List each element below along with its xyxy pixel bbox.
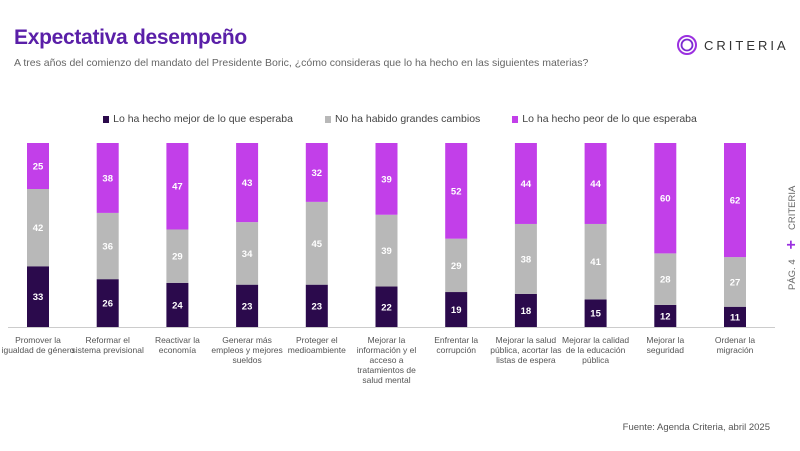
data-label: 32 (312, 168, 323, 179)
bar-segment (236, 284, 259, 327)
x-tick-label: Reformar el sistema previsional (71, 335, 144, 355)
plus-icon: + (783, 240, 800, 250)
bar-segment (166, 143, 189, 230)
bar-segment (236, 222, 259, 285)
data-label: 39 (381, 246, 392, 257)
x-tick-label: Mejorar la seguridad (646, 335, 685, 355)
data-label: 44 (521, 179, 532, 190)
data-label: 38 (102, 173, 113, 184)
data-label: 23 (242, 301, 253, 312)
data-label: 38 (521, 254, 532, 265)
data-label: 60 (660, 194, 671, 205)
legend-swatch (324, 115, 331, 123)
bar-segment (584, 299, 607, 327)
x-tick-label: Mejorar la información y el acceso a tra… (356, 335, 417, 385)
data-label: 39 (381, 174, 392, 185)
data-label: 29 (451, 261, 462, 272)
bar-segment (654, 304, 677, 327)
data-label: 23 (312, 301, 323, 312)
legend-item: No ha habido grandes cambios (324, 113, 481, 125)
data-label: 27 (730, 277, 741, 288)
data-label: 26 (102, 299, 113, 310)
bar-segment (96, 279, 119, 327)
bar-segment (514, 223, 537, 294)
bar-segment (514, 293, 537, 327)
side-brand: CRITERIA (786, 185, 798, 231)
bar-segment (724, 257, 746, 307)
data-label: 28 (660, 275, 671, 286)
bar-segment (375, 143, 398, 215)
x-tick-label: Generar más empleos y mejores sueldos (211, 335, 283, 365)
legend-swatch (512, 115, 519, 123)
bar-segment (724, 143, 746, 258)
x-tick-label: Reactivar la economía (154, 335, 200, 355)
x-tick-label: Ordenar la migración (714, 335, 756, 355)
bar-segment (96, 143, 119, 213)
bar-segment (584, 143, 607, 224)
bar-segment (305, 143, 328, 202)
bar-segment (305, 284, 328, 327)
legend-label: Lo ha hecho peor de lo que esperaba (522, 113, 697, 125)
bar-segment (654, 143, 677, 254)
bar-segment (166, 282, 189, 327)
bar-segment (584, 223, 607, 300)
x-tick-label: Mejorar la calidad de la educación públi… (562, 335, 630, 365)
bar-segment (27, 266, 49, 327)
bar-segment (166, 229, 189, 283)
data-label: 43 (242, 178, 253, 189)
bar-segment (305, 201, 328, 285)
data-label: 42 (33, 223, 44, 234)
criteria-swirl-icon (677, 35, 697, 55)
data-label: 24 (172, 300, 183, 311)
data-label: 18 (521, 306, 532, 317)
data-label: 19 (451, 305, 462, 316)
x-tick-label: Enfrentar la corrupción (434, 335, 479, 355)
legend-item: Lo ha hecho mejor de lo que esperaba (103, 113, 293, 125)
data-label: 11 (730, 312, 741, 323)
legend-swatch (103, 115, 110, 123)
data-label: 47 (172, 182, 183, 193)
legend-label: No ha habido grandes cambios (334, 113, 481, 125)
legend-item: Lo ha hecho peor de lo que esperaba (512, 113, 697, 125)
bar-segment (96, 212, 119, 280)
bar-segment (445, 143, 468, 239)
bar-segment (375, 286, 398, 327)
data-label: 29 (172, 252, 183, 263)
data-label: 41 (590, 257, 601, 268)
page-number: PÁG. 4 (786, 259, 798, 290)
data-label: 12 (660, 311, 671, 322)
legend-label: Lo ha hecho mejor de lo que esperaba (113, 113, 293, 125)
data-label: 36 (102, 242, 113, 253)
bar-segment (445, 292, 468, 327)
data-label: 25 (33, 162, 44, 173)
data-label: 52 (451, 186, 462, 197)
data-label: 33 (33, 292, 44, 303)
data-label: 45 (312, 239, 323, 250)
data-label: 34 (242, 249, 253, 260)
x-tick-label: Mejorar la salud pública, acortar las li… (490, 335, 562, 365)
bar-segment (514, 143, 537, 224)
side-page-marker: PÁG. 4 + CRITERIA (783, 186, 800, 290)
bar-segment (236, 143, 259, 223)
page-subtitle: A tres años del comienzo del mandato del… (14, 57, 589, 69)
bar-segment (654, 253, 677, 305)
data-label: 15 (590, 309, 601, 320)
data-label: 22 (381, 302, 392, 313)
bar-segment (375, 214, 398, 287)
bar-segment (27, 143, 49, 189)
logo-text: CRITERIA (704, 37, 789, 53)
x-tick-label: Proteger el medioambiente (287, 335, 346, 355)
criteria-logo: CRITERIA (676, 34, 789, 56)
bar-segment (445, 238, 468, 293)
x-tick-label: Promover la igualdad de género (1, 335, 75, 355)
bar-segment (27, 189, 49, 267)
source-note: Fuente: Agenda Criteria, abril 2025 (622, 422, 770, 433)
chart-legend: Lo ha hecho mejor de lo que esperaba No h… (0, 113, 800, 125)
page-title: Expectativa desempeño (14, 26, 247, 49)
data-label: 62 (730, 196, 741, 207)
bar-segment (724, 306, 746, 327)
data-label: 44 (590, 179, 601, 190)
